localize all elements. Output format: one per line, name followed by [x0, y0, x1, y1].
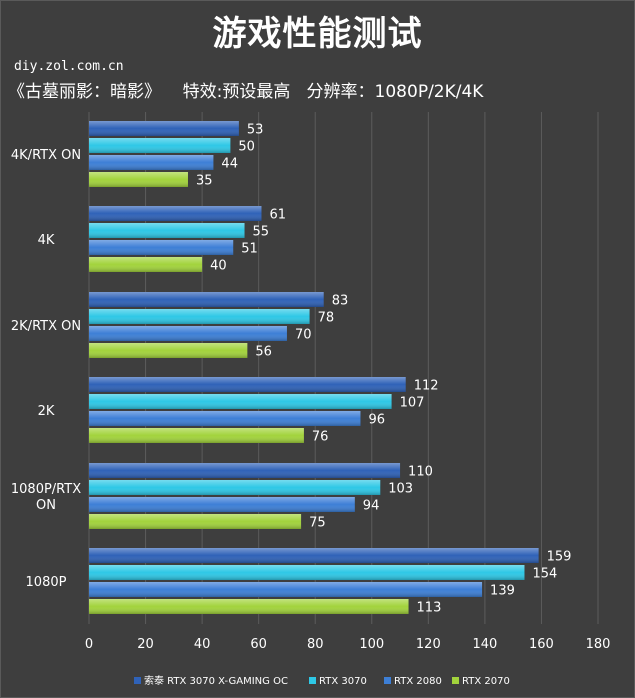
x-tick-label: 120 [416, 637, 441, 652]
data-label: 154 [532, 567, 557, 582]
category-label: ON [36, 498, 56, 513]
bar-shading [89, 599, 409, 614]
bar-shading [89, 411, 361, 426]
data-label: 139 [490, 584, 515, 599]
bar-shading [89, 326, 287, 341]
watermark: diy.zol.com.cn [14, 59, 124, 74]
data-label: 96 [368, 413, 385, 428]
bar-shading [89, 463, 401, 478]
bar-shading [89, 138, 231, 153]
chart-subtitle: 《古墓丽影：暗影》 特效:预设最高 分辨率：1080P/2K/4K [8, 82, 484, 102]
data-label: 107 [400, 396, 425, 411]
data-label: 44 [221, 157, 238, 172]
legend-label: RTX 2070 [462, 676, 510, 687]
data-label: 110 [408, 465, 433, 480]
data-label: 113 [417, 601, 442, 616]
bar-shading [89, 480, 381, 495]
data-label: 83 [332, 294, 349, 309]
data-label: 53 [247, 123, 264, 138]
bar-shading [89, 394, 392, 409]
data-label: 159 [547, 550, 572, 565]
x-tick-label: 80 [307, 637, 324, 652]
category-label: 1080P [26, 575, 67, 590]
bar-shading [89, 565, 525, 580]
legend-swatch [384, 677, 391, 684]
data-label: 94 [363, 499, 380, 514]
bar-shading [89, 292, 324, 307]
legend-label: RTX 3070 [319, 676, 367, 687]
x-tick-label: 140 [472, 637, 497, 652]
x-tick-label: 160 [529, 637, 554, 652]
category-label: 2K [38, 404, 55, 419]
bar-shading [89, 309, 310, 324]
legend-swatch [309, 677, 316, 684]
category-label: 2K/RTX ON [11, 319, 81, 334]
data-label: 112 [414, 379, 439, 394]
x-tick-label: 100 [359, 637, 384, 652]
data-label: 78 [318, 311, 335, 326]
bar-shading [89, 172, 188, 187]
data-label: 103 [388, 482, 413, 497]
data-label: 40 [210, 259, 227, 274]
bar-shading [89, 514, 302, 529]
category-label: 4K [38, 233, 55, 248]
legend-swatch [134, 677, 141, 684]
legend-label: 索泰 RTX 3070 X-GAMING OC [144, 674, 288, 687]
data-label: 55 [253, 225, 270, 240]
bar-shading [89, 582, 483, 597]
data-label: 56 [255, 345, 272, 360]
data-label: 61 [269, 208, 286, 223]
data-label: 75 [309, 516, 326, 531]
chart-title: 游戏性能测试 [212, 14, 423, 54]
bar-shading [89, 240, 234, 255]
data-label: 70 [295, 328, 312, 343]
legend-swatch [452, 677, 459, 684]
bar-shading [89, 497, 355, 512]
category-label: 4K/RTX ON [11, 148, 81, 163]
data-label: 76 [312, 430, 329, 445]
x-tick-label: 0 [85, 637, 93, 652]
bar-shading [89, 206, 262, 221]
bar-shading [89, 155, 214, 170]
bar-shading [89, 257, 203, 272]
x-tick-label: 40 [194, 637, 211, 652]
data-label: 51 [241, 242, 258, 257]
data-label: 50 [238, 140, 255, 155]
bar-shading [89, 377, 406, 392]
x-tick-label: 20 [137, 637, 154, 652]
bar-shading [89, 428, 304, 443]
bar-shading [89, 223, 245, 238]
bar-shading [89, 121, 239, 136]
bar-shading [89, 548, 539, 563]
data-label: 35 [196, 174, 213, 189]
bar-shading [89, 343, 248, 358]
legend-label: RTX 2080 [394, 676, 442, 687]
x-tick-label: 180 [586, 637, 611, 652]
x-tick-label: 60 [250, 637, 267, 652]
category-label: 1080P/RTX [11, 482, 81, 497]
